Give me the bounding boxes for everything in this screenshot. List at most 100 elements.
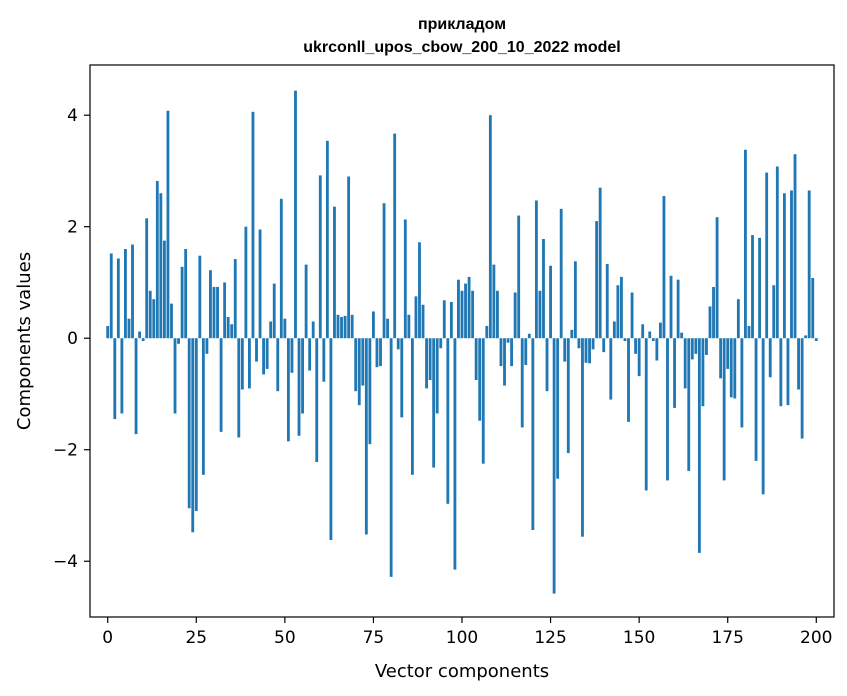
bar-195 — [797, 338, 800, 390]
x-tick-label: 175 — [711, 628, 743, 648]
bar-25 — [194, 338, 198, 512]
bar-146 — [623, 338, 627, 341]
bar-63 — [329, 338, 333, 541]
bar-186 — [765, 172, 769, 339]
bar-150 — [637, 338, 641, 377]
bar-56 — [304, 264, 308, 339]
bar-120 — [531, 338, 535, 531]
bar-32 — [219, 338, 223, 432]
bar-21 — [180, 266, 184, 339]
bar-100 — [460, 290, 464, 339]
bar-181 — [747, 325, 751, 339]
bar-79 — [386, 318, 390, 339]
y-tick-label: −4 — [53, 552, 78, 572]
bar-72 — [361, 338, 365, 386]
bar-113 — [506, 338, 510, 343]
bar-7 — [131, 244, 134, 339]
bar-198 — [807, 190, 811, 339]
bar-86 — [410, 338, 414, 475]
bar-196 — [800, 338, 804, 439]
bar-167 — [697, 338, 701, 553]
bar-178 — [736, 299, 740, 339]
bar-156 — [658, 322, 662, 339]
x-tick-label: 25 — [185, 628, 207, 648]
bar-119 — [527, 333, 531, 339]
bar-115 — [513, 292, 517, 339]
bar-44 — [262, 338, 266, 375]
bar-176 — [729, 338, 733, 398]
bar-147 — [627, 338, 630, 422]
chart-title-line1: прикладом — [418, 16, 506, 33]
bar-118 — [524, 338, 528, 365]
bar-94 — [439, 338, 443, 349]
x-tick-label: 75 — [363, 628, 385, 648]
y-axis-label: Components values — [14, 252, 35, 430]
bar-187 — [768, 338, 772, 378]
bar-173 — [719, 338, 723, 379]
bar-129 — [563, 338, 567, 362]
bar-134 — [581, 338, 584, 537]
x-tick-label: 200 — [800, 628, 832, 648]
bar-157 — [662, 196, 666, 339]
bar-103 — [471, 290, 475, 339]
bar-152 — [644, 338, 648, 491]
bar-40 — [248, 338, 251, 389]
bar-23 — [187, 338, 191, 509]
bar-128 — [559, 208, 563, 339]
bar-116 — [517, 215, 521, 339]
bar-96 — [446, 338, 450, 504]
bar-84 — [403, 219, 407, 339]
bar-64 — [333, 206, 336, 339]
bar-135 — [584, 338, 588, 363]
bar-95 — [442, 300, 446, 339]
bar-3 — [116, 258, 120, 339]
bar-2 — [113, 338, 117, 420]
bar-89 — [421, 304, 425, 339]
bar-55 — [301, 338, 304, 414]
bar-139 — [598, 187, 602, 339]
y-tick-label: 2 — [67, 218, 78, 238]
bar-87 — [414, 296, 418, 339]
bar-66 — [340, 317, 343, 339]
bar-164 — [687, 338, 691, 471]
bar-168 — [701, 338, 705, 407]
bar-0 — [106, 325, 110, 339]
bar-92 — [432, 338, 436, 468]
bar-31 — [216, 286, 219, 339]
bar-70 — [354, 338, 358, 392]
chart-title-line2: ukrconll_upos_cbow_200_10_2022 model — [303, 39, 620, 56]
bar-90 — [425, 338, 428, 389]
bar-142 — [609, 338, 613, 400]
bar-172 — [715, 217, 719, 339]
bar-50 — [283, 318, 287, 339]
bar-127 — [556, 338, 560, 479]
bar-75 — [372, 311, 375, 339]
bar-140 — [602, 338, 606, 353]
bar-175 — [726, 338, 730, 369]
bar-125 — [549, 265, 552, 339]
bar-51 — [286, 338, 290, 442]
bar-104 — [474, 338, 478, 381]
bar-54 — [297, 338, 301, 436]
bar-97 — [449, 301, 453, 339]
bar-102 — [467, 276, 471, 339]
bar-197 — [804, 335, 808, 339]
x-axis-ticks: 0 25 50 75 100 125 150 175 200 — [102, 617, 833, 648]
bar-76 — [375, 338, 379, 368]
bar-138 — [595, 221, 599, 339]
bar-111 — [499, 338, 503, 367]
bar-132 — [573, 261, 577, 339]
bar-61 — [322, 338, 326, 382]
bar-35 — [230, 324, 234, 339]
bar-121 — [534, 200, 538, 339]
bar-165 — [690, 338, 694, 360]
bar-18 — [170, 303, 173, 339]
bar-71 — [357, 338, 361, 406]
bar-154 — [651, 338, 655, 341]
bar-200 — [814, 338, 818, 341]
bar-144 — [616, 285, 620, 339]
bar-60 — [318, 175, 322, 339]
bar-52 — [290, 338, 294, 373]
bar-37 — [237, 338, 241, 438]
bar-5 — [124, 249, 127, 339]
